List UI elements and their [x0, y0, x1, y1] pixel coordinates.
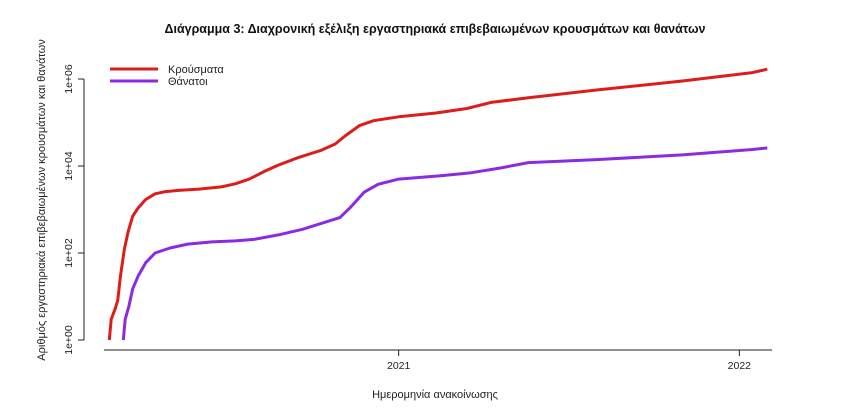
x-axis: 2021 2022: [104, 349, 772, 372]
x-axis-label: Ημερομηνία ανακοίνωσης: [372, 389, 498, 401]
legend-label-cases: Κρούσματα: [168, 64, 224, 76]
chart-title: Διάγραμμα 3: Διαχρονική εξέλιξη εργαστηρ…: [164, 22, 705, 36]
legend-label-deaths: Θάνατοι: [168, 76, 208, 88]
x-tick-label-0: 2021: [387, 360, 411, 372]
series-layer: [107, 67, 768, 341]
series-line-cases: [107, 67, 768, 341]
x-tick-label-1: 2022: [728, 360, 752, 372]
y-tick-label-1: 1e+02: [63, 238, 75, 268]
y-axis: 1e+00 1e+02 1e+04 1e+06: [63, 64, 85, 355]
series-line-deaths: [121, 146, 768, 341]
y-tick-label-0: 1e+00: [63, 325, 75, 355]
y-tick-label-2: 1e+04: [63, 151, 75, 181]
y-tick-label-3: 1e+06: [63, 64, 75, 94]
chart-legend: Κρούσματα Θάνατοι: [110, 64, 224, 88]
y-axis-label: Αριθμός εργαστηριακά επιβεβαιωμένων κρου…: [36, 39, 48, 361]
